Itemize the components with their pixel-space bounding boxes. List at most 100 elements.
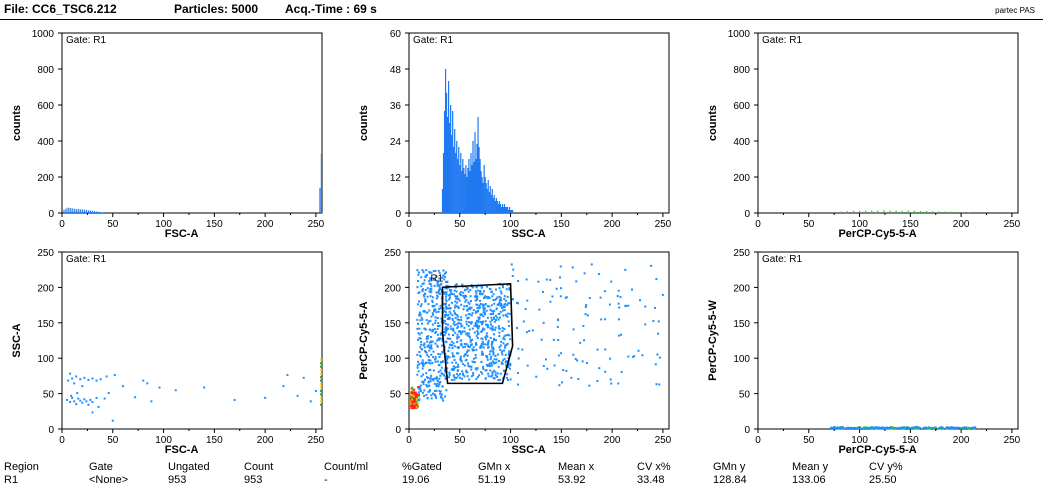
event-dot [508, 288, 511, 291]
event-dot [476, 303, 479, 306]
histogram-bar [865, 210, 867, 213]
event-dot [488, 353, 491, 356]
event-dot [496, 316, 499, 319]
event-dot [492, 360, 495, 363]
histogram-bar [840, 211, 842, 213]
event-dot [480, 337, 483, 340]
event-dot [479, 293, 482, 296]
event-dot [286, 374, 289, 377]
event-dot [456, 314, 459, 317]
event-dot [498, 327, 501, 330]
event-dot [444, 369, 447, 372]
event-dot [444, 376, 447, 379]
histogram-bar [501, 204, 504, 213]
acq-time-label: Acq.-Time : 69 s [285, 2, 377, 16]
event-dot [474, 294, 477, 297]
histogram-bar [479, 159, 481, 213]
event-dot [427, 380, 430, 383]
event-dot [483, 313, 486, 316]
event-dot [971, 426, 974, 429]
event-dot [319, 379, 322, 382]
event-dot [416, 364, 419, 367]
event-dot [924, 427, 927, 430]
event-dot [487, 375, 490, 378]
x-tick-label: 50 [454, 435, 466, 446]
histogram-bar [494, 201, 496, 213]
event-dot [478, 325, 481, 328]
y-tick-label: 200 [37, 283, 54, 294]
event-dot [438, 383, 441, 386]
event-dot [495, 361, 498, 364]
y-tick-label: 24 [390, 137, 402, 148]
event-dot [433, 279, 436, 282]
event-dot [413, 392, 416, 395]
event-dot [412, 402, 415, 405]
event-dot [423, 295, 426, 298]
event-dot [489, 358, 492, 361]
y-tick-label: 100 [384, 354, 401, 365]
event-dot [491, 342, 494, 345]
histogram-bar [85, 210, 87, 213]
event-dot [517, 302, 520, 305]
event-dot [443, 310, 446, 313]
event-dot [456, 327, 459, 330]
event-dot [422, 383, 425, 386]
event-dot [73, 400, 76, 403]
y-tick-label: 0 [395, 209, 401, 220]
event-dot [494, 354, 497, 357]
event-dot [430, 353, 433, 356]
stats-header-cell: Ungated [168, 461, 210, 473]
histogram-bar [463, 168, 465, 213]
event-dot [503, 328, 506, 331]
event-dot [915, 427, 918, 430]
event-dot [637, 349, 640, 352]
event-dot [484, 320, 487, 323]
event-dot [498, 302, 501, 305]
event-dot [437, 380, 440, 383]
event-dot [452, 293, 455, 296]
event-dot [531, 329, 534, 332]
event-dot [492, 351, 495, 354]
event-dot [319, 389, 322, 392]
event-dot [927, 426, 930, 429]
event-dot [437, 307, 440, 310]
event-dot [507, 312, 510, 315]
event-dot [475, 319, 478, 322]
event-dot [463, 305, 466, 308]
event-dot [97, 405, 100, 408]
event-dot [483, 311, 486, 314]
event-dot [445, 306, 448, 309]
event-dot [487, 296, 490, 299]
event-dot [416, 405, 419, 408]
event-dot [416, 400, 419, 403]
event-dot [484, 377, 487, 380]
event-dot [438, 292, 441, 295]
x-tick-label: 100 [502, 435, 519, 446]
event-dot [423, 380, 426, 383]
event-dot [498, 331, 501, 334]
histogram-bar [504, 207, 507, 213]
event-dot [445, 280, 448, 283]
event-dot [454, 316, 457, 319]
event-dot [487, 372, 490, 375]
event-dot [475, 286, 478, 289]
event-dot [468, 313, 471, 316]
y-tick-label: 200 [384, 283, 401, 294]
event-dot [453, 355, 456, 358]
histogram-bar [901, 210, 903, 213]
event-dot [418, 327, 421, 330]
x-axis-label: FSC-A [165, 444, 199, 456]
event-dot [319, 393, 322, 396]
event-dot [444, 298, 447, 301]
event-dot [446, 367, 449, 370]
event-dot [465, 343, 468, 346]
event-dot [451, 344, 454, 347]
event-dot [441, 360, 444, 363]
gate-region-r1[interactable] [441, 282, 514, 385]
event-dot [486, 356, 489, 359]
event-dot [430, 271, 433, 274]
event-dot [430, 340, 433, 343]
event-dot [445, 287, 448, 290]
event-dot [493, 328, 496, 331]
event-dot [900, 427, 903, 430]
